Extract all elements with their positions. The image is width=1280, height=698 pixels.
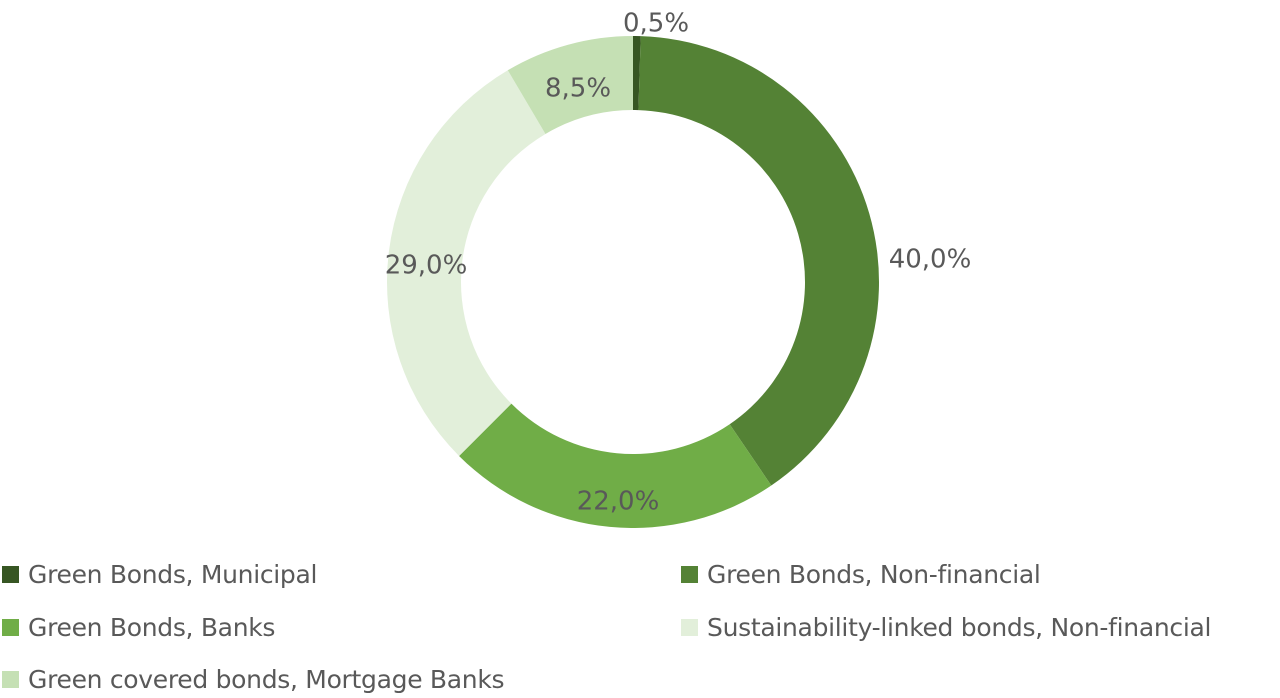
legend-item-municipal: Green Bonds, Municipal [2, 560, 317, 589]
legend-item-green-covered: Green covered bonds, Mortgage Banks [2, 665, 505, 694]
legend-item-banks: Green Bonds, Banks [2, 613, 275, 642]
donut-slice [386, 70, 546, 456]
legend-label: Green Bonds, Non-financial [707, 560, 1041, 589]
donut-slices [386, 36, 879, 528]
legend-label: Green Bonds, Banks [28, 613, 276, 642]
data-labels: 0,5% 40,0% 22,0% 29,0% 8,5% [385, 9, 972, 517]
data-label: 29,0% [385, 251, 468, 281]
data-label: 0,5% [623, 9, 689, 39]
legend-label: Green covered bonds, Mortgage Banks [28, 665, 505, 694]
legend-swatch [2, 619, 19, 636]
legend-swatch [2, 671, 19, 688]
legend-label: Green Bonds, Municipal [28, 560, 318, 589]
donut-slice [507, 36, 633, 134]
donut-chart: 0,5% 40,0% 22,0% 29,0% 8,5% [385, 9, 972, 528]
legend-swatch [681, 619, 698, 636]
donut-slice [459, 403, 772, 528]
legend-item-non-financial: Green Bonds, Non-financial [681, 560, 1041, 589]
donut-slice [633, 36, 641, 111]
data-label: 8,5% [545, 74, 611, 104]
legend-swatch [2, 566, 19, 583]
data-label: 40,0% [889, 245, 972, 275]
donut-slice [638, 36, 879, 486]
data-label: 22,0% [577, 487, 660, 517]
legend-label: Sustainability-linked bonds, Non-financi… [707, 613, 1212, 642]
legend-swatch [681, 566, 698, 583]
legend-item-sustainability-linked: Sustainability-linked bonds, Non-financi… [681, 613, 1211, 642]
